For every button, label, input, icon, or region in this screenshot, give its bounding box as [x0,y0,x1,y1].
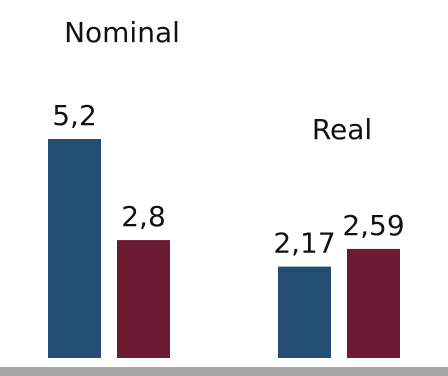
data-label-real-2: 2,59 [342,209,404,242]
bar-nominal-2 [117,240,170,358]
bar-real-1 [278,266,331,358]
data-label-nominal-1: 5,2 [52,99,97,132]
data-label-real-1: 2,17 [273,227,335,260]
category-label-nominal: Nominal [64,16,180,49]
x-axis-baseline [0,367,448,376]
bar-nominal-1 [48,139,101,358]
category-label-real: Real [312,113,372,146]
bar-real-2 [347,248,400,358]
data-label-nominal-2: 2,8 [121,200,166,233]
